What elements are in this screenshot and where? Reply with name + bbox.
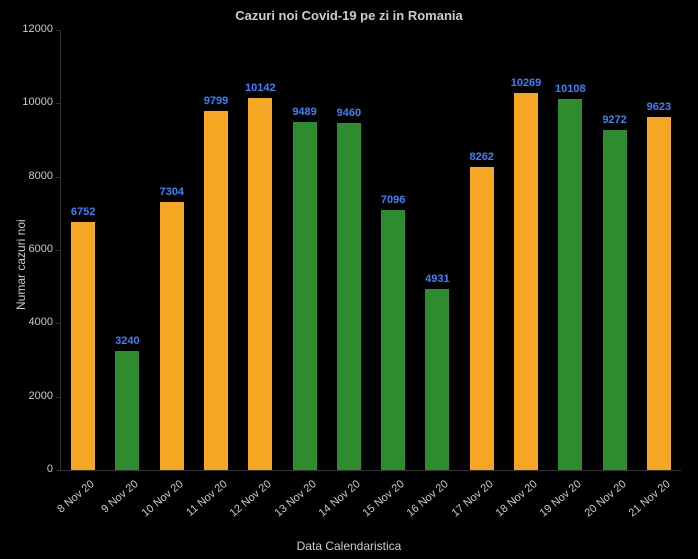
bar-value-label: 9272 [595,114,635,126]
bar [647,117,671,470]
y-tick-label: 2000 [13,390,53,402]
y-tick [56,177,61,178]
bar [115,351,139,470]
bar-value-label: 3240 [107,335,147,347]
bar-value-label: 9460 [329,107,369,119]
bar [470,167,494,470]
bar-value-label: 9489 [285,106,325,118]
bar [71,222,95,470]
bar-value-label: 9799 [196,95,236,107]
bar [558,99,582,470]
bar-value-label: 8262 [462,151,502,163]
bar [160,202,184,470]
y-tick [56,470,61,471]
bar [293,122,317,470]
bar [514,93,538,470]
bar-value-label: 7304 [152,186,192,198]
bar-value-label: 6752 [63,206,103,218]
y-axis-label: Numar cazuri noi [14,219,28,310]
bar [603,130,627,470]
y-tick [56,397,61,398]
chart-title: Cazuri noi Covid-19 pe zi in Romania [0,8,698,23]
bar-value-label: 7096 [373,194,413,206]
y-tick-label: 12000 [13,23,53,35]
bar-value-label: 9623 [639,101,679,113]
y-tick [56,323,61,324]
bar-value-label: 10269 [506,77,546,89]
bar [425,289,449,470]
bar [381,210,405,470]
bar-value-label: 4931 [417,273,457,285]
plot-area: 02000400060008000100001200067528 Nov 203… [60,30,681,471]
y-tick-label: 8000 [13,170,53,182]
bar-value-label: 10142 [240,82,280,94]
y-tick [56,103,61,104]
y-tick-label: 4000 [13,316,53,328]
bar [204,111,228,470]
bar-value-label: 10108 [550,83,590,95]
y-tick-label: 10000 [13,96,53,108]
bar [337,123,361,470]
y-tick [56,30,61,31]
y-tick-label: 0 [13,463,53,475]
bar [248,98,272,470]
x-axis-label: Data Calendaristica [0,539,698,553]
chart-container: Cazuri noi Covid-19 pe zi in Romania Num… [0,0,698,559]
y-tick [56,250,61,251]
y-tick-label: 6000 [13,243,53,255]
